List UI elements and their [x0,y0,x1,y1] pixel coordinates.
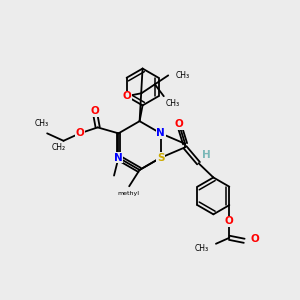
Text: O: O [122,91,131,101]
Text: CH₃: CH₃ [34,119,48,128]
Text: N: N [156,128,165,138]
Text: H: H [202,150,211,160]
Text: CH₃: CH₃ [176,71,190,80]
Text: O: O [175,119,184,129]
Text: CH₃: CH₃ [194,244,208,253]
Text: O: O [76,128,84,138]
Text: methyl: methyl [118,191,140,196]
Text: CH₃: CH₃ [165,99,179,108]
Text: O: O [250,234,259,244]
Text: O: O [90,106,99,116]
Text: CH₂: CH₂ [52,143,66,152]
Text: O: O [225,217,234,226]
Text: N: N [114,153,123,163]
Text: S: S [157,153,164,163]
